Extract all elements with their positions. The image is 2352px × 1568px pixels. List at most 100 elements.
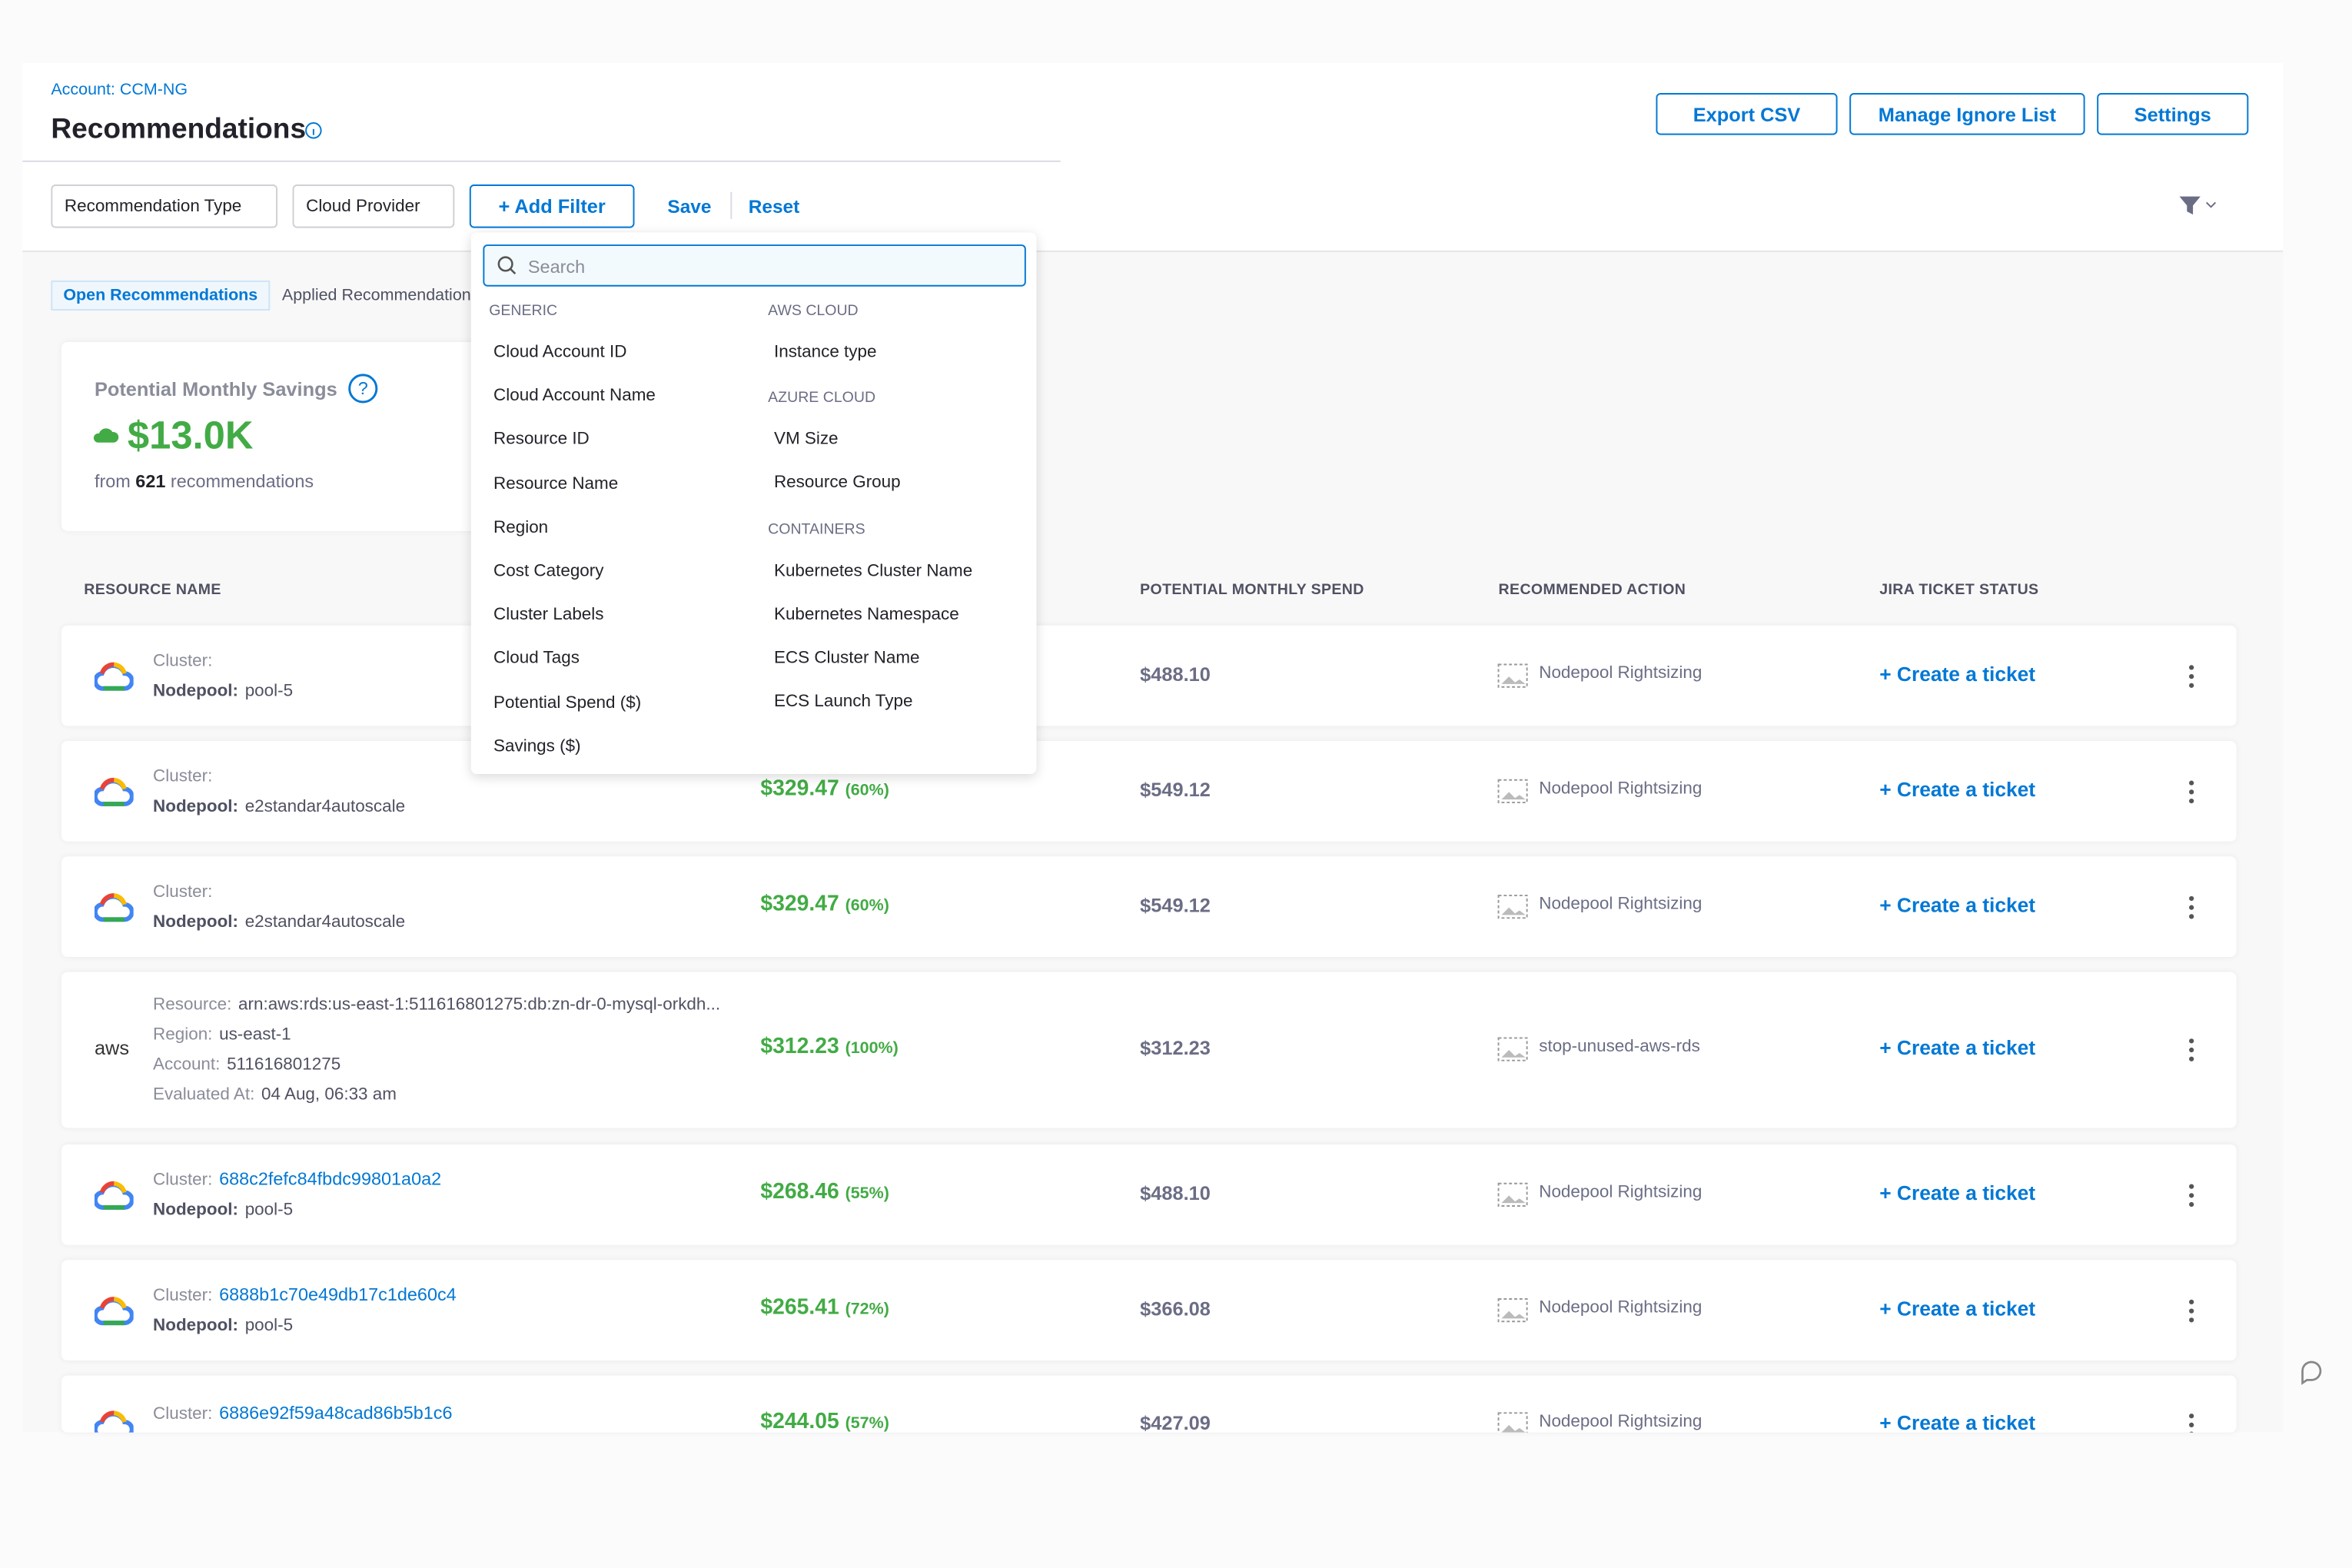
resource-field: Nodepool: e2standar4autoscale [153,907,405,934]
svg-text:?: ? [358,378,368,398]
summary-sub: from 621 recommendations [95,471,314,492]
filter-option[interactable]: Cost Category [493,563,603,580]
cloud-icon [93,423,120,451]
filter-option[interactable]: Resource ID [493,431,590,449]
column-header: JIRA TICKET STATUS [1879,582,2038,598]
search-icon [497,255,517,284]
chat-icon[interactable] [2297,1359,2327,1389]
text: from [95,471,131,492]
create-ticket[interactable]: + Create a ticket [1879,663,2035,685]
divider [22,251,2283,252]
action: Nodepool Rightsizing [1539,1413,1702,1430]
filter-option[interactable]: VM Size [774,430,839,448]
action-icon [1497,1181,1530,1216]
header-button[interactable]: Settings [2097,93,2248,135]
savings-percent: (100%) [845,1039,899,1057]
create-ticket[interactable]: + Create a ticket [1879,778,2035,800]
resource-field: Cluster: 6886e92f59a48cad86b5b1c6 [153,1400,452,1427]
help-icon: ? [347,372,380,413]
field-label: Cluster: [153,652,212,669]
filter-option[interactable]: ECS Launch Type [774,693,913,711]
savings: $265.41 (72%) [760,1295,889,1319]
field-value: 04 Aug, 06:33 am [261,1086,397,1104]
filter-option[interactable]: Resource Group [774,474,901,492]
filter-select[interactable]: Cloud Provider [293,184,455,228]
create-ticket[interactable]: + Create a ticket [1879,1181,2035,1204]
filter-select[interactable]: Recommendation Type [51,184,277,228]
text: recommendations [171,471,314,492]
savings: $329.47 (60%) [760,892,889,915]
spend: $549.12 [1140,778,1211,800]
field-label: Cluster: [153,1286,212,1304]
tab[interactable]: Open Recommendations [51,281,270,311]
filter-icon[interactable] [2178,194,2221,218]
filter-option[interactable]: ECS Cluster Name [774,649,920,667]
header-button[interactable]: Manage Ignore List [1849,93,2085,135]
tab[interactable]: Applied Recommendations [282,287,480,304]
savings: $329.47 (60%) [760,776,889,800]
group-heading: AZURE CLOUD [768,390,875,407]
savings-percent: (57%) [845,1414,889,1432]
field-value[interactable]: 6886e92f59a48cad86b5b1c6 [219,1403,452,1423]
action: Nodepool Rightsizing [1539,779,1702,797]
spend: $366.08 [1140,1297,1211,1319]
create-ticket[interactable]: + Create a ticket [1879,1411,2035,1432]
reset-link[interactable]: Reset [749,197,799,218]
more-menu [2185,664,2198,696]
filter-option[interactable]: Savings ($) [493,738,581,756]
more-menu [2185,1298,2198,1330]
filter-option[interactable]: Instance type [774,344,876,361]
search-input[interactable]: Search [483,244,1025,287]
resource-field: Cluster: [153,877,212,904]
action-icon [1497,778,1530,812]
resource-field: Cluster: 688c2fefc84fbdc99801a0a2 [153,1164,441,1191]
table-row[interactable]: Cluster: 688c2fefc84fbdc99801a0a2Nodepoo… [61,1144,2237,1245]
more-menu [2185,779,2198,811]
info-icon [304,120,322,147]
table-row[interactable]: Cluster: 6886e92f59a48cad86b5b1c6 $244.05… [61,1376,2237,1433]
save-link[interactable]: Save [667,197,711,218]
savings-percent: (60%) [845,781,889,799]
resource-field: Cluster: [153,646,212,673]
field-label: Nodepool: [153,912,238,930]
table-row[interactable]: Cluster: 6888b1c70e49db17c1de60c4 Nodepoo… [61,1260,2237,1360]
field-value[interactable]: 688c2fefc84fbdc99801a0a2 [219,1168,441,1188]
field-label: Nodepool: [153,1316,238,1334]
action-icon [1497,1036,1530,1071]
savings-percent: (55%) [845,1184,889,1202]
resource-field: Region: us-east-1 [153,1020,291,1047]
filter-option[interactable]: Resource Name [493,475,618,493]
savings: $312.23 (100%) [760,1035,898,1059]
field-label: Cluster: [153,1406,212,1423]
add-filter-button[interactable]: + Add Filter [470,184,635,228]
column-header: RESOURCE NAME [84,582,221,598]
spend: $427.09 [1140,1411,1211,1432]
table-row[interactable]: awsResource: arn:aws:rds:us-east-1:51161… [61,972,2237,1128]
provider-logo [95,892,134,929]
resource-field: Cluster: 6888b1c70e49db17c1de60c4 [153,1281,457,1307]
table-row[interactable]: Cluster:Nodepool: e2standar4autoscale$32… [61,741,2237,842]
header-button[interactable]: Export CSV [1656,93,1837,135]
field-label: Cluster: [153,1171,212,1188]
savings-percent: (60%) [845,896,889,914]
filter-option[interactable]: Cluster Labels [493,606,603,624]
create-ticket[interactable]: + Create a ticket [1879,1036,2035,1058]
filter-option[interactable]: Potential Spend ($) [493,694,641,712]
filter-dropdown: SearchGENERICCloud Account IDCloud Accou… [471,232,1037,773]
filter-option[interactable]: Kubernetes Cluster Name [774,562,972,580]
savings-value: $244.05 [760,1410,839,1432]
table-row[interactable]: Cluster: Nodepool: e2standar4autoscale $32… [61,856,2237,957]
create-ticket[interactable]: + Create a ticket [1879,893,2035,915]
table-row[interactable]: Cluster:Nodepool: pool-5$488.10Nodepool … [61,626,2237,726]
filter-option[interactable]: Kubernetes Namespace [774,606,959,623]
filter-option[interactable]: Cloud Account Name [493,387,656,405]
field-label: Resource: [153,996,231,1014]
field-label: Nodepool: [153,682,238,699]
filter-option[interactable]: Region [493,519,548,537]
filter-option[interactable]: Cloud Account ID [493,344,626,361]
filter-option[interactable]: Cloud Tags [493,650,580,668]
page-title: Recommendations [51,114,306,147]
resource-field: Evaluated At: 04 Aug, 06:33 am [153,1080,397,1107]
create-ticket[interactable]: + Create a ticket [1879,1297,2035,1319]
field-value[interactable]: 6888b1c70e49db17c1de60c4 [219,1284,457,1304]
